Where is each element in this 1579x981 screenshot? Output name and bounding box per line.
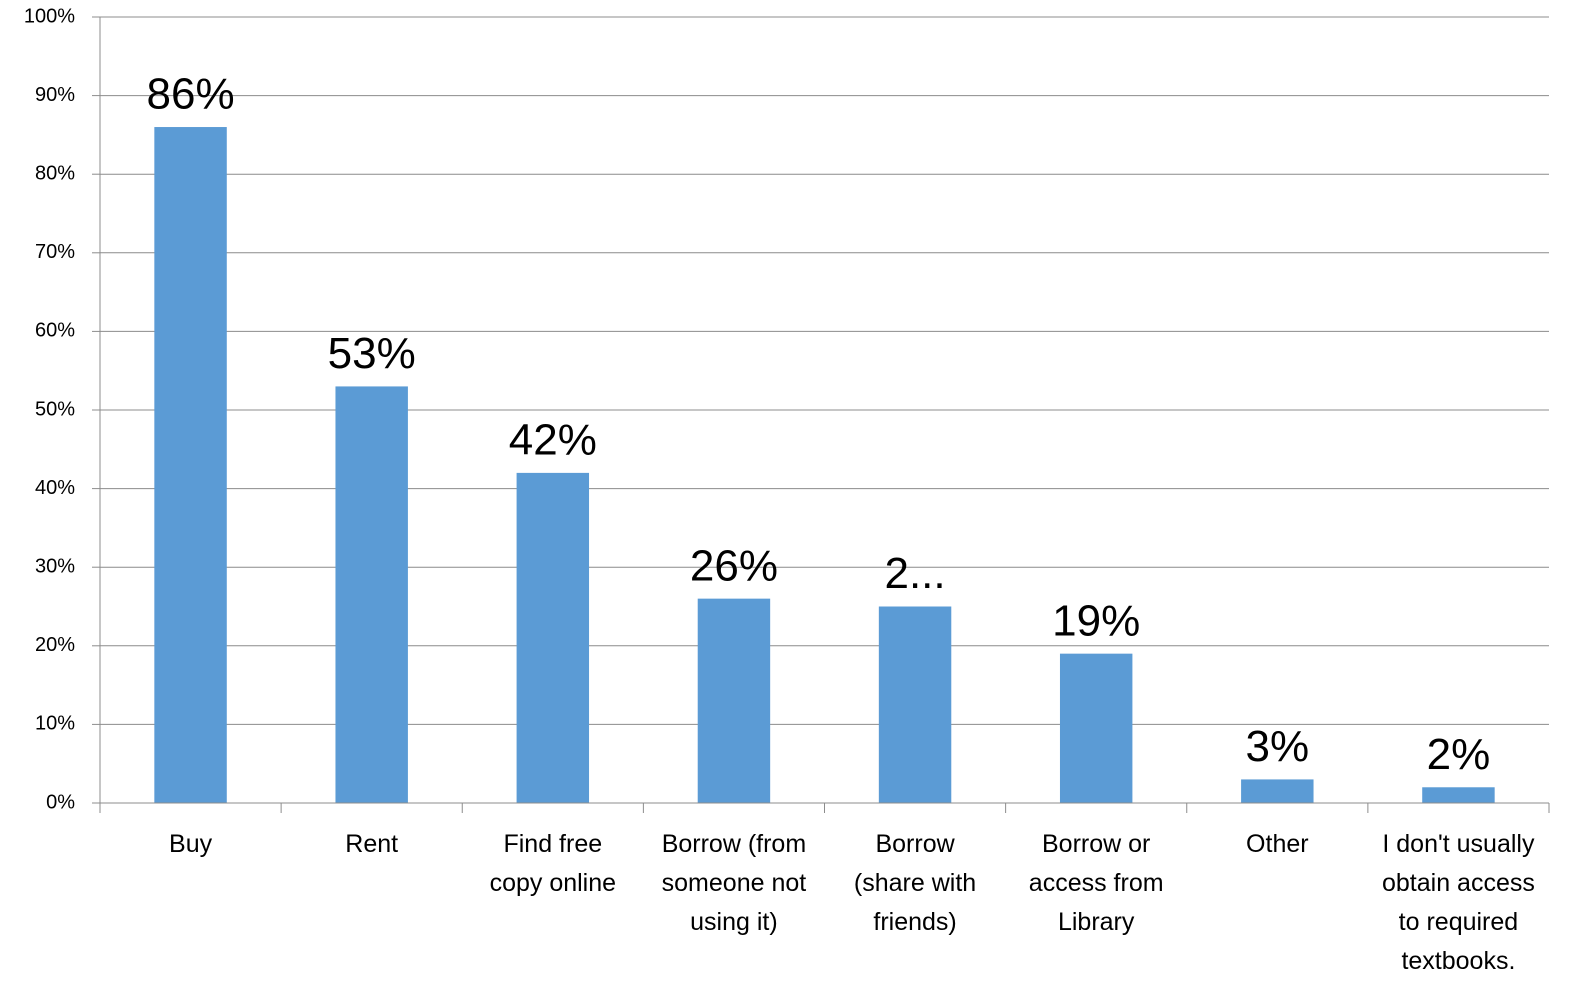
y-tick-label: 30% [35, 555, 75, 577]
bar [697, 598, 771, 803]
x-tick-label: Find free copy online [490, 830, 616, 897]
bar [1059, 653, 1133, 803]
bar [154, 127, 227, 804]
x-tick-label: Buy [169, 830, 213, 858]
y-tick-label: 70% [35, 241, 75, 263]
bar [335, 386, 408, 803]
x-tick-label: Other [1246, 830, 1309, 858]
y-tick-label: 50% [35, 398, 75, 420]
data-label: 42% [509, 416, 597, 465]
x-tick-label: Borrow (share with friends) [854, 830, 976, 936]
data-label: 2% [1427, 730, 1491, 779]
data-label: 26% [690, 541, 778, 590]
bar [878, 606, 952, 803]
data-label: 86% [147, 70, 235, 119]
y-tick-label: 60% [35, 320, 75, 342]
data-label: 2... [884, 549, 945, 598]
y-tick-label: 40% [35, 477, 75, 499]
x-tick-label: I don't usually obtain access to required t… [1382, 830, 1535, 975]
data-label: 53% [328, 329, 416, 378]
bar [1241, 779, 1314, 803]
data-label: 19% [1052, 596, 1140, 645]
y-tick-label: 90% [35, 84, 75, 106]
y-tick-label: 100% [24, 5, 75, 27]
x-tick-label: Borrow (from someone not using it) [662, 830, 807, 936]
data-label: 3% [1246, 722, 1310, 771]
y-tick-label: 20% [35, 634, 75, 656]
x-tick-label: Rent [345, 830, 398, 858]
y-tick-label: 80% [35, 162, 75, 184]
y-tick-label: 10% [35, 713, 75, 735]
bar [1422, 787, 1495, 803]
y-tick-label: 0% [46, 791, 75, 813]
x-tick-label: Borrow or access from Library [1029, 830, 1164, 936]
bar [516, 472, 590, 803]
